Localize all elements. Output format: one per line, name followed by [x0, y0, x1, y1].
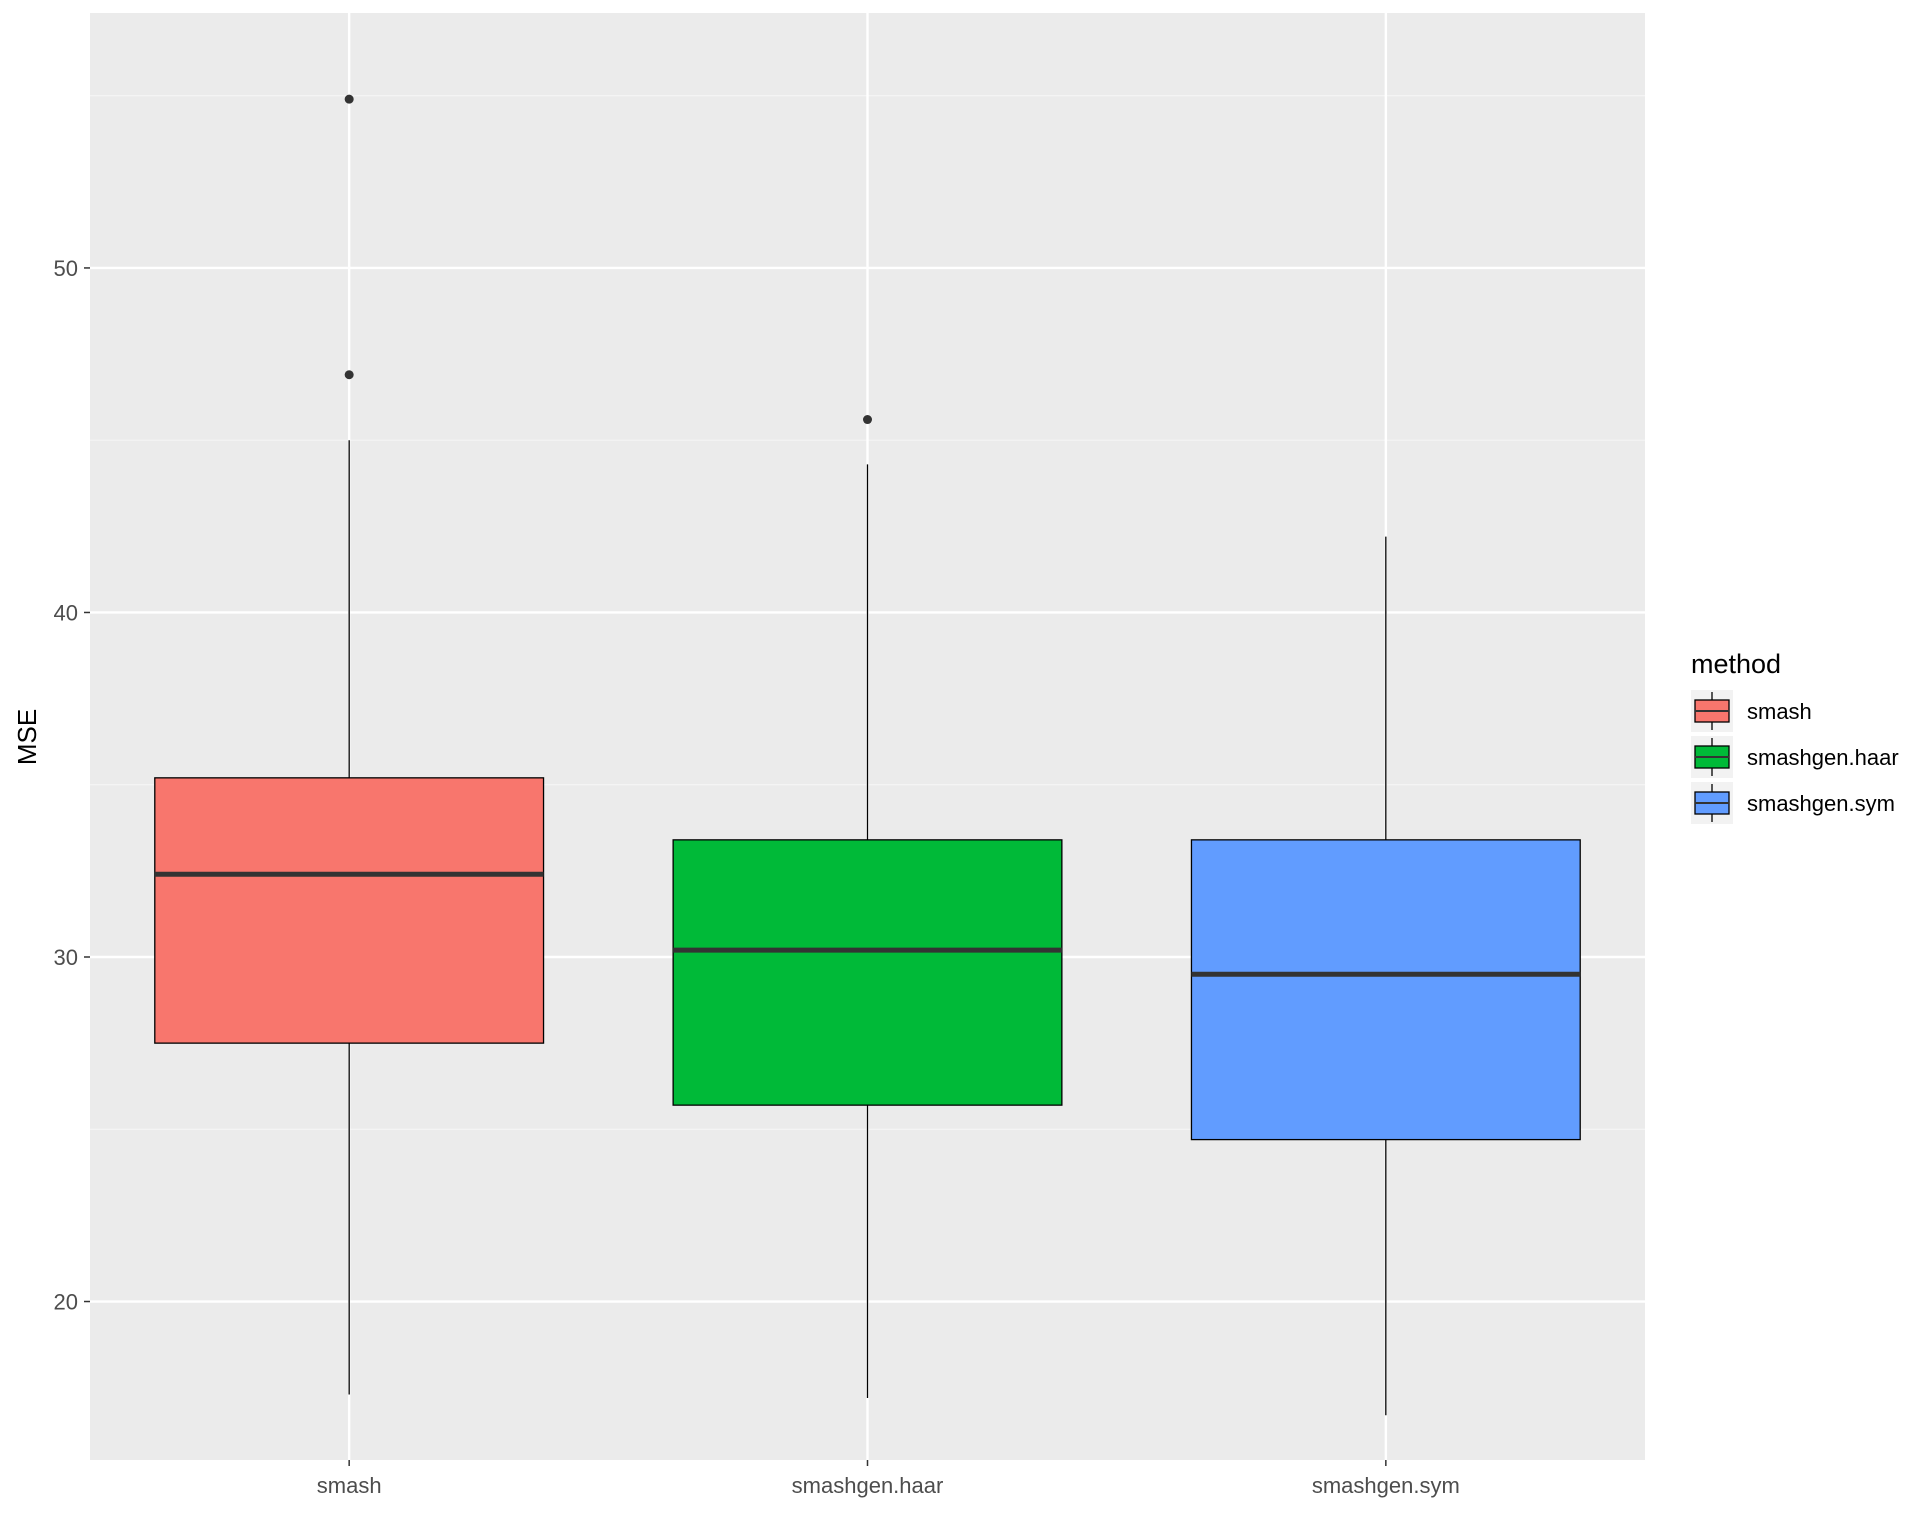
- legend-keys: smash smashgen.haar smashgen.sym: [1691, 690, 1899, 824]
- box-iqr: [154, 777, 545, 1044]
- y-tick-label: 50: [54, 256, 78, 281]
- y-tick-label: 30: [54, 945, 78, 970]
- outlier-point: [863, 415, 872, 425]
- box-iqr: [1190, 839, 1581, 1141]
- x-axis: smash smashgen.haar smashgen.sym: [317, 1460, 1460, 1498]
- box-smashgen-haar: [672, 415, 1063, 1398]
- legend-label: smashgen.sym: [1747, 791, 1895, 816]
- x-tick-label: smash: [317, 1473, 382, 1498]
- legend-key-smashgen-sym: smashgen.sym: [1691, 782, 1895, 824]
- legend-key-smashgen-haar: smashgen.haar: [1691, 736, 1899, 778]
- box-smash: [154, 94, 545, 1395]
- x-tick-label: smashgen.sym: [1312, 1473, 1460, 1498]
- y-axis-title: MSE: [12, 709, 42, 765]
- box-series: [154, 94, 1581, 1416]
- y-tick-label: 20: [54, 1290, 78, 1315]
- y-axis: 20 30 40 50: [54, 256, 90, 1315]
- box-iqr: [672, 839, 1063, 1106]
- outlier-point: [344, 370, 354, 380]
- outlier-point: [344, 94, 354, 104]
- legend-label: smash: [1747, 699, 1812, 724]
- box-smashgen-sym: [1190, 536, 1581, 1416]
- legend-label: smashgen.haar: [1747, 745, 1899, 770]
- x-tick-label: smashgen.haar: [792, 1473, 944, 1498]
- legend: method smash smashgen.haar smashgen.sym: [1691, 649, 1899, 824]
- legend-key-smash: smash: [1691, 690, 1812, 732]
- legend-title: method: [1691, 649, 1781, 679]
- y-tick-label: 40: [54, 600, 78, 625]
